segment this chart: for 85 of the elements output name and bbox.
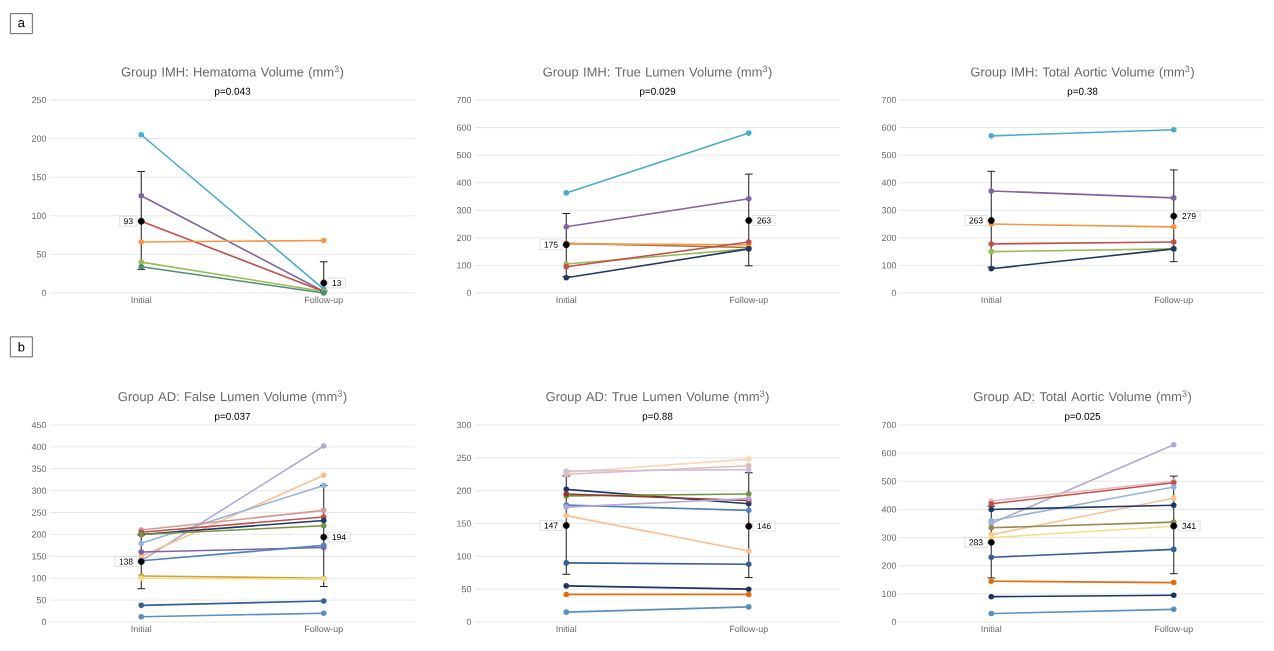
x-tick-label: Follow-up: [1155, 296, 1193, 305]
y-tick-label: 400: [881, 506, 897, 513]
y-tick-label: 50: [461, 585, 472, 593]
y-tick-label: 500: [881, 151, 897, 159]
y-tick-label: 0: [41, 618, 47, 626]
x-tick-label: Follow-up: [1155, 625, 1193, 634]
y-tick-label: 100: [32, 212, 47, 219]
y-tick-label: 250: [31, 96, 47, 104]
y-tick-label: 0: [466, 289, 472, 297]
text: a: [18, 20, 25, 28]
x-tick-label: Follow-up: [305, 625, 343, 634]
data-label: 263: [969, 217, 983, 224]
x-tick-label: Follow-up: [305, 296, 343, 305]
y-tick-label: 300: [456, 207, 472, 214]
y-tick-label: 450: [31, 421, 47, 429]
y-tick-label: 200: [31, 531, 47, 538]
x-tick-label: Initial: [981, 625, 1002, 633]
y-tick-label: 200: [456, 487, 472, 494]
x-tick-label: Initial: [131, 625, 152, 633]
data-label: 93: [124, 218, 133, 225]
data-label: 138: [119, 558, 133, 565]
x-tick-label: Initial: [556, 625, 577, 633]
y-tick-label: 100: [882, 590, 897, 598]
x-tick-label: Initial: [556, 296, 577, 304]
y-tick-label: 100: [457, 553, 472, 560]
y-tick-label: 300: [881, 207, 897, 214]
y-tick-label: 600: [881, 124, 897, 131]
y-tick-label: 400: [31, 443, 47, 451]
y-tick-label: 500: [881, 478, 897, 485]
chart-title: Group AD: False Lumen Volume (mm$^{3}$): [118, 390, 347, 404]
chart-subtitle: p=0.029: [640, 87, 676, 97]
y-tick-label: 600: [456, 124, 472, 131]
data-label: 341: [1182, 523, 1196, 530]
data-label: 13: [332, 279, 341, 286]
y-tick-label: 350: [31, 465, 47, 472]
y-tick-label: 400: [881, 179, 897, 186]
chart-subtitle: p=0.88: [642, 412, 673, 422]
y-tick-label: 700: [881, 421, 897, 429]
chart-subtitle: p=0.037: [215, 412, 251, 422]
data-label: 194: [332, 534, 346, 541]
y-tick-label: 400: [456, 179, 472, 186]
y-tick-label: 500: [456, 151, 472, 159]
y-tick-label: 0: [891, 618, 897, 626]
chart-title: Group IMH: Hematoma Volume (mm$^{3}$): [121, 65, 344, 80]
y-tick-label: 200: [456, 234, 472, 242]
chart-title: Group IMH: Total Aortic Volume (mm$^{3}$): [971, 65, 1194, 80]
chart-title: Group IMH: True Lumen Volume (mm$^{3}$): [543, 65, 772, 80]
y-tick-label: 100: [32, 575, 47, 582]
y-tick-label: 250: [456, 454, 472, 462]
y-tick-label: 150: [32, 174, 47, 181]
y-tick-label: 300: [456, 421, 472, 429]
data-label: 283: [969, 539, 983, 546]
x-tick-label: Follow-up: [730, 296, 768, 305]
y-tick-label: 100: [457, 262, 472, 269]
data-label: 147: [544, 522, 558, 529]
y-tick-label: 700: [881, 96, 897, 104]
x-tick-label: Initial: [131, 296, 152, 304]
chart-subtitle: p=0.043: [215, 87, 251, 97]
y-tick-label: 700: [456, 96, 472, 104]
y-tick-label: 250: [31, 509, 47, 516]
data-label: 175: [544, 241, 558, 248]
y-tick-label: 200: [881, 562, 897, 569]
chart-title: Group AD: True Lumen Volume (mm$^{3}$): [546, 390, 769, 404]
y-tick-label: 200: [881, 234, 897, 242]
y-tick-label: 200: [31, 135, 47, 142]
y-tick-label: 50: [36, 596, 47, 604]
y-tick-label: 300: [31, 487, 47, 494]
y-tick-label: 0: [466, 618, 472, 626]
x-tick-label: Follow-up: [730, 625, 768, 634]
chart-subtitle: p=0.38: [1067, 87, 1098, 97]
data-label: 279: [1182, 213, 1196, 220]
y-tick-label: 50: [36, 251, 47, 258]
y-tick-label: 600: [881, 449, 897, 457]
chart-subtitle: p=0.025: [1065, 412, 1101, 422]
data-label: 146: [757, 523, 771, 530]
y-tick-label: 150: [32, 553, 47, 560]
data-label: 263: [757, 217, 771, 224]
x-tick-label: Initial: [981, 296, 1002, 304]
y-tick-label: 150: [457, 520, 472, 527]
y-tick-label: 0: [41, 289, 47, 297]
text: b: [18, 342, 25, 352]
chart-title: Group AD: Total Aortic Volume (mm$^{3}$): [973, 390, 1191, 404]
y-tick-label: 300: [881, 534, 897, 541]
y-tick-label: 0: [891, 289, 897, 297]
y-tick-label: 100: [882, 262, 897, 269]
